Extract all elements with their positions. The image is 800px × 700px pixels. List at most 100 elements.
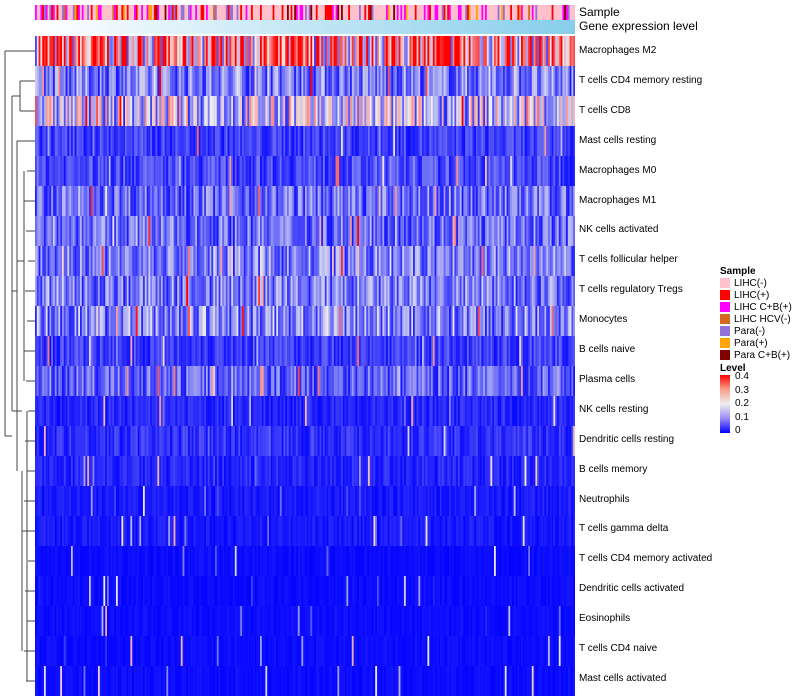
heatmap-cell xyxy=(83,486,86,516)
heatmap-cell xyxy=(134,486,137,516)
heatmap-cell xyxy=(395,276,398,306)
heatmap-cell xyxy=(125,486,128,516)
heatmap-cell xyxy=(108,336,111,366)
sample-annotation-cell xyxy=(44,5,47,20)
heatmap-cell xyxy=(305,96,308,126)
heatmap-cell xyxy=(227,486,230,516)
heatmap-cell xyxy=(413,216,416,246)
heatmap-cell xyxy=(134,156,137,186)
heatmap-cell xyxy=(373,66,376,96)
heatmap-cell xyxy=(533,156,536,186)
heatmap-cell xyxy=(544,36,547,66)
heatmap-cell xyxy=(386,126,389,156)
heatmap-cell xyxy=(278,276,281,306)
heatmap-cell xyxy=(330,426,333,456)
heatmap-cell xyxy=(447,66,450,96)
heatmap-cell xyxy=(107,486,110,516)
heatmap-cell xyxy=(47,336,50,366)
heatmap-cell xyxy=(461,186,464,216)
heatmap-cell xyxy=(479,216,482,246)
heatmap-cell xyxy=(531,396,534,426)
heatmap-cell xyxy=(472,396,475,426)
sample-annotation-cell xyxy=(515,5,518,20)
sample-annotation-cell xyxy=(51,5,54,20)
heatmap-cell xyxy=(107,426,110,456)
heatmap-cell xyxy=(153,456,156,486)
heatmap-cell xyxy=(135,126,138,156)
heatmap-cell xyxy=(242,366,245,396)
heatmap-cell xyxy=(402,156,405,186)
heatmap-cell xyxy=(477,276,480,306)
heatmap-cell xyxy=(227,306,230,336)
heatmap-cell xyxy=(209,396,212,426)
heatmap-cell xyxy=(40,336,43,366)
sample-annotation-cell xyxy=(387,5,390,20)
heatmap-cell xyxy=(108,486,111,516)
sample-annotation-cell xyxy=(452,5,455,20)
heatmap-cell xyxy=(535,216,538,246)
heatmap-cell xyxy=(391,456,394,486)
sample-annotation-cell xyxy=(117,5,120,20)
heatmap-cell xyxy=(440,96,443,126)
heatmap-cell xyxy=(544,396,547,426)
heatmap-cell xyxy=(542,396,545,426)
heatmap-cell xyxy=(74,396,77,426)
heatmap-cell xyxy=(60,306,63,336)
heatmap-cell xyxy=(72,96,75,126)
heatmap-cell xyxy=(528,336,531,366)
heatmap-cell xyxy=(153,276,156,306)
sample-annotation-cell xyxy=(137,5,140,20)
heatmap-cell xyxy=(443,156,446,186)
heatmap-cell xyxy=(54,246,57,276)
heatmap-cell xyxy=(153,186,156,216)
heatmap-cell xyxy=(272,216,275,246)
heatmap-cell xyxy=(182,66,185,96)
heatmap-cell xyxy=(438,126,441,156)
heatmap-cell xyxy=(362,66,365,96)
heatmap-cell xyxy=(513,216,516,246)
heatmap-cell xyxy=(445,156,448,186)
heatmap-cell xyxy=(427,426,430,456)
heatmap-cell xyxy=(438,156,441,186)
heatmap-cell xyxy=(494,336,497,366)
heatmap-cell xyxy=(89,486,92,516)
heatmap-cell xyxy=(263,426,266,456)
heatmap-cell xyxy=(557,96,560,126)
heatmap-cell xyxy=(121,306,124,336)
heatmap-cell xyxy=(465,366,468,396)
heatmap-cell xyxy=(407,216,410,246)
heatmap-cell xyxy=(544,456,547,486)
heatmap-cell xyxy=(494,396,497,426)
heatmap-cell xyxy=(546,246,549,276)
heatmap-cell xyxy=(137,156,140,186)
heatmap-cell xyxy=(389,276,392,306)
heatmap-cell xyxy=(143,186,146,216)
heatmap-cell xyxy=(139,156,142,186)
heatmap-cell xyxy=(288,396,291,426)
heatmap-cell xyxy=(245,216,248,246)
heatmap-cell xyxy=(344,96,347,126)
heatmap-cell xyxy=(402,396,405,426)
heatmap-cell xyxy=(526,216,529,246)
heatmap-cell xyxy=(38,186,41,216)
heatmap-cell xyxy=(508,306,511,336)
heatmap-cell xyxy=(571,306,574,336)
heatmap-cell xyxy=(384,366,387,396)
heatmap-cell xyxy=(197,186,200,216)
heatmap-cell xyxy=(105,486,108,516)
heatmap-cell xyxy=(526,36,529,66)
heatmap-cell xyxy=(562,36,565,66)
heatmap-cell xyxy=(427,306,430,336)
heatmap-cell xyxy=(506,336,509,366)
heatmap-cell xyxy=(317,276,320,306)
heatmap-cell xyxy=(353,66,356,96)
heatmap-cell xyxy=(193,66,196,96)
heatmap-cell xyxy=(456,36,459,66)
heatmap-cell xyxy=(393,276,396,306)
heatmap-cell xyxy=(504,66,507,96)
heatmap-cell xyxy=(96,336,99,366)
heatmap-cell xyxy=(395,96,398,126)
heatmap-cell xyxy=(321,426,324,456)
heatmap-cell xyxy=(135,66,138,96)
heatmap-cell xyxy=(278,456,281,486)
